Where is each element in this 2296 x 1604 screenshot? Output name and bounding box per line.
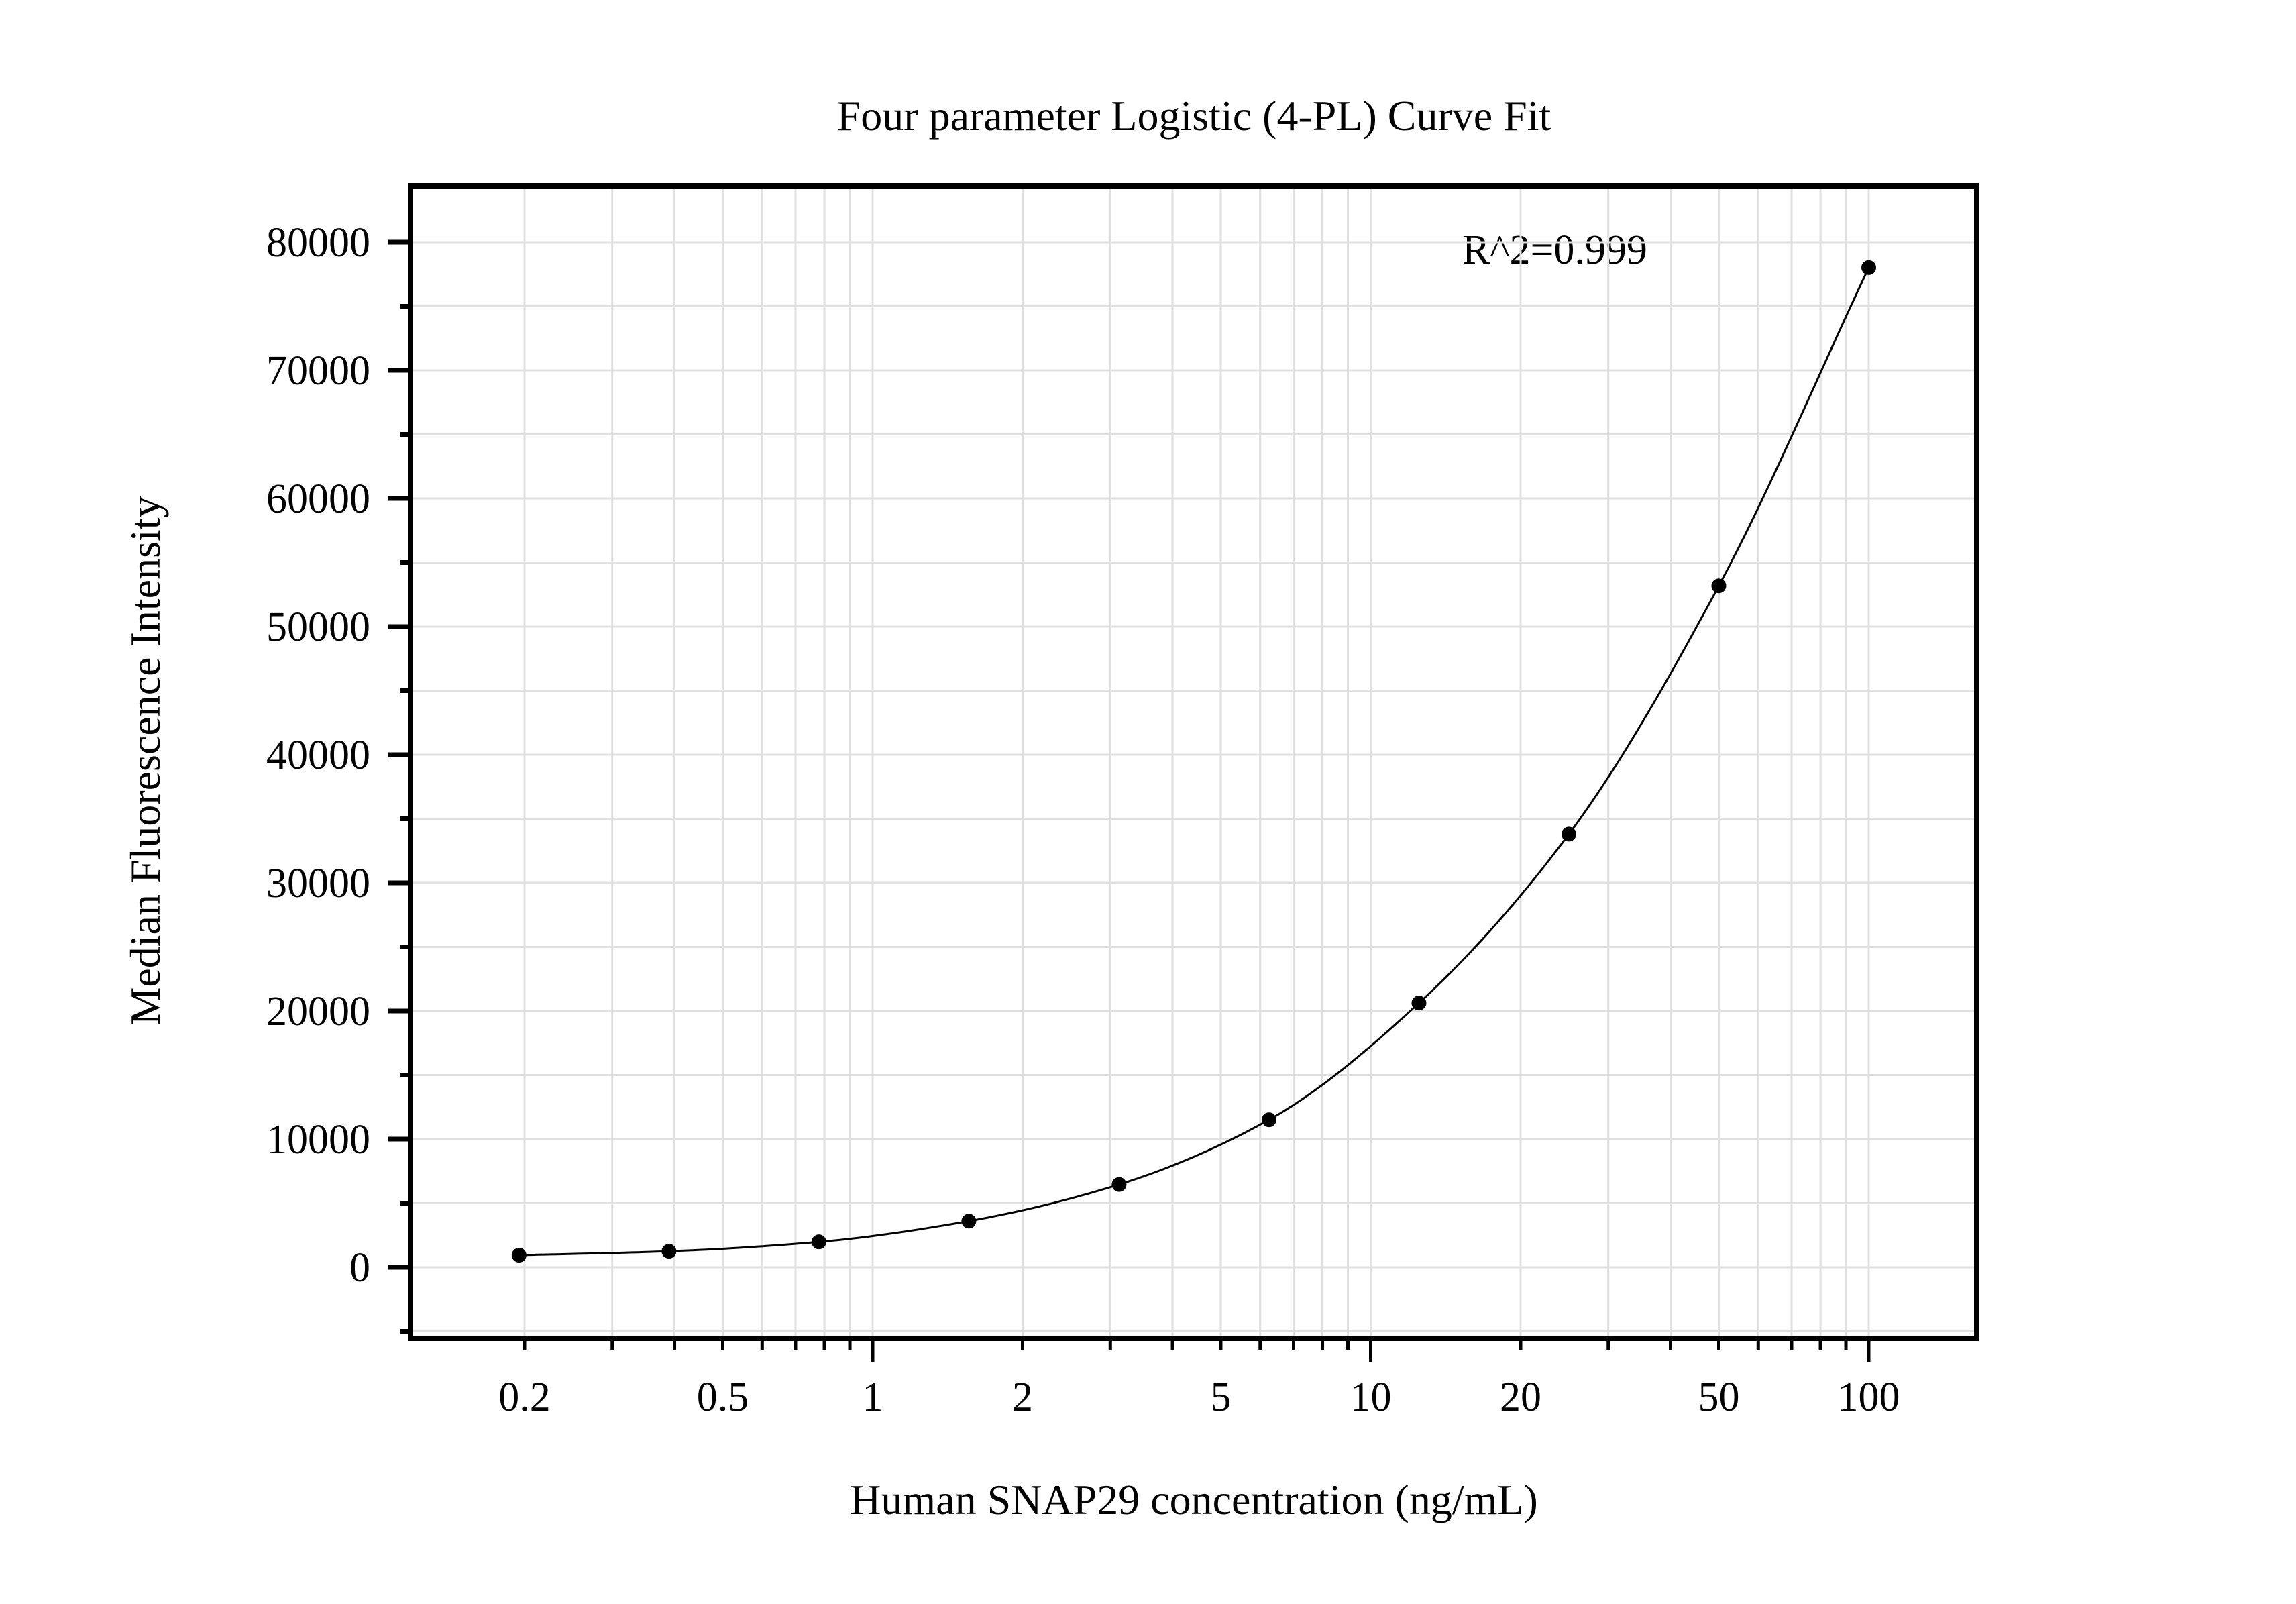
x-tick-label: 5	[1210, 1375, 1231, 1420]
y-tick-label: 40000	[266, 733, 370, 778]
chart-title: Four parameter Logistic (4-PL) Curve Fit	[836, 92, 1551, 140]
data-point	[811, 1234, 826, 1250]
data-point	[1711, 578, 1727, 594]
plot-frame	[408, 183, 1979, 1341]
r-squared-annotation: R^2=0.999	[1462, 227, 1647, 273]
data-point	[511, 1248, 527, 1263]
y-axis: 0 10000 20000 30000 40000 50000 60000 70000 8000…	[266, 220, 411, 1334]
x-tick-label: 50	[1698, 1375, 1739, 1420]
y-tick-label: 0	[349, 1245, 370, 1291]
y-tick-label: 70000	[266, 348, 370, 394]
data-point	[961, 1214, 977, 1229]
y-tick-label: 30000	[266, 861, 370, 906]
data-point	[1261, 1112, 1276, 1128]
x-tick-label: 0.5	[697, 1375, 749, 1420]
y-tick-label: 20000	[266, 989, 370, 1034]
x-tick-label: 100	[1838, 1375, 1900, 1420]
data-point	[1861, 260, 1876, 275]
y-tick-label: 50000	[266, 604, 370, 650]
data-point	[1411, 996, 1427, 1011]
x-tick-label: 10	[1350, 1375, 1392, 1420]
x-tick-label: 0.2	[498, 1375, 551, 1420]
data-point	[1111, 1177, 1127, 1192]
fit-curve-line	[518, 267, 1870, 1257]
x-axis: 0.2 0.5 1 2 5 10 20 50 100	[498, 1338, 1900, 1420]
x-tick-label: 1	[863, 1375, 883, 1420]
y-tick-label: 10000	[266, 1117, 370, 1163]
x-tick-label: 2	[1012, 1375, 1033, 1420]
data-point	[1561, 826, 1576, 842]
fit-curve	[518, 267, 1870, 1257]
x-axis-title: Human SNAP29 concentration (ng/mL)	[850, 1476, 1538, 1523]
y-tick-label: 60000	[266, 476, 370, 522]
y-tick-label: 80000	[266, 220, 370, 266]
x-tick-label: 20	[1500, 1375, 1541, 1420]
data-point	[661, 1244, 677, 1259]
gridlines	[413, 189, 1974, 1336]
data-points	[511, 260, 1876, 1263]
plot-border	[408, 183, 1979, 1341]
